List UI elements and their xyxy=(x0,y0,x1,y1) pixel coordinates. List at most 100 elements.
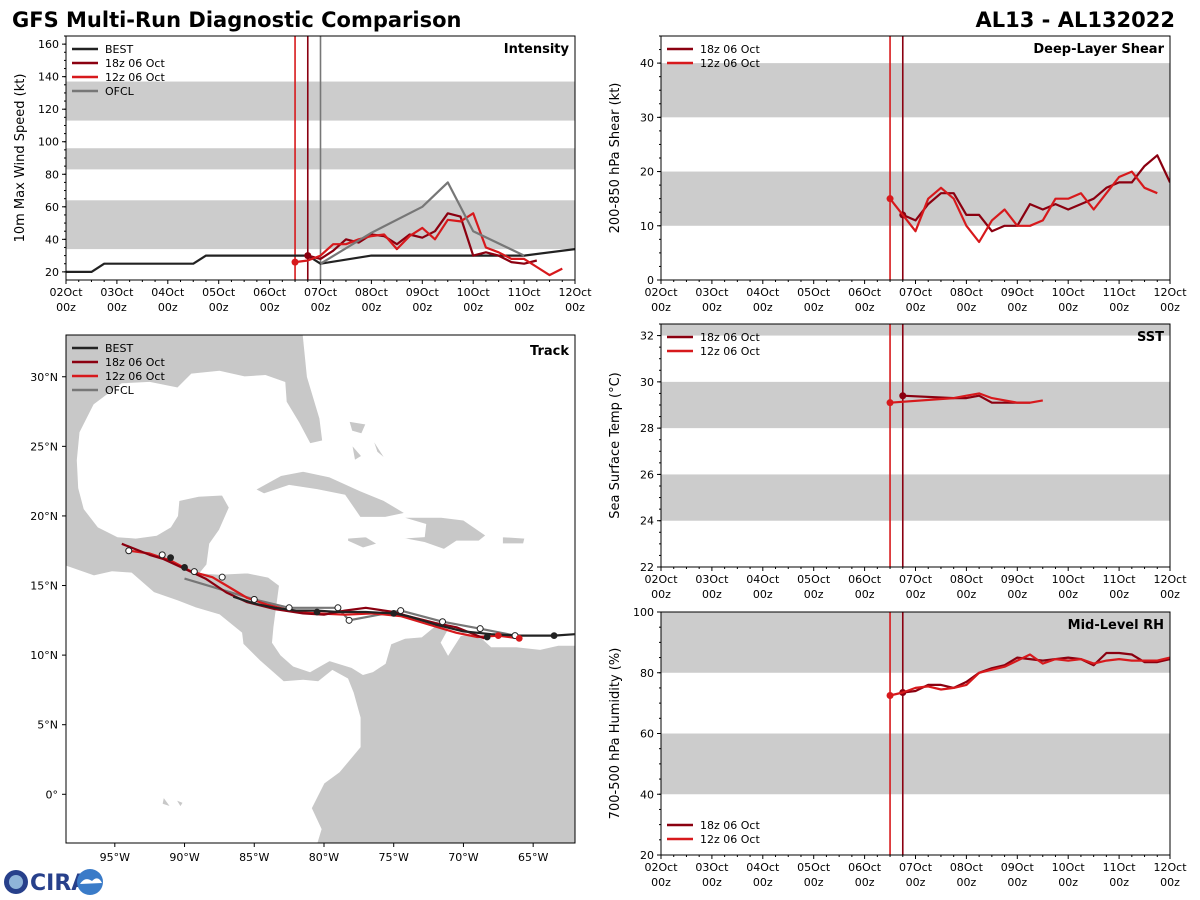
rh-ytick-label-2: 60 xyxy=(640,728,654,741)
intensity-xtick-sublabel-10: 00z xyxy=(565,301,585,314)
rh-legend-label-run18z: 18z 06 Oct xyxy=(700,819,760,832)
shear-xtick-sublabel-6: 00z xyxy=(957,301,977,314)
intensity-xtick-sublabel-5: 00z xyxy=(311,301,331,314)
rh-xtick-label-8: 10Oct xyxy=(1052,861,1086,874)
track-xtick-label-4: 75°W xyxy=(379,851,409,864)
intensity-legend-label-ofcl: OFCL xyxy=(105,85,135,98)
sst-title: SST xyxy=(1137,330,1164,345)
rh-xtick-sublabel-7: 00z xyxy=(1007,876,1027,889)
sst-xtick-label-10: 12Oct xyxy=(1153,573,1187,586)
sst-ylabel: Sea Surface Temp (°C) xyxy=(608,372,623,519)
intensity-xtick-sublabel-2: 00z xyxy=(158,301,178,314)
intensity-xtick-label-9: 11Oct xyxy=(508,286,542,299)
intensity-xtick-sublabel-8: 00z xyxy=(463,301,483,314)
track-legend-label-ofcl: OFCL xyxy=(105,384,135,397)
figure-title: GFS Multi-Run Diagnostic Comparison xyxy=(12,8,461,32)
shear-ytick-label-3: 30 xyxy=(640,111,654,124)
rh-xtick-sublabel-9: 00z xyxy=(1109,876,1129,889)
sst-xtick-sublabel-8: 00z xyxy=(1058,588,1078,601)
shear-xtick-label-7: 09Oct xyxy=(1001,286,1035,299)
rh-xtick-sublabel-8: 00z xyxy=(1058,876,1078,889)
shear-xtick-label-5: 07Oct xyxy=(899,286,933,299)
intensity-xtick-sublabel-7: 00z xyxy=(412,301,432,314)
rh-xtick-label-4: 06Oct xyxy=(848,861,882,874)
rh-xtick-sublabel-1: 00z xyxy=(702,876,722,889)
track-xtick-label-3: 80°W xyxy=(309,851,339,864)
sst-ytick-label-0: 22 xyxy=(640,561,654,574)
track-point-ofcl xyxy=(397,607,405,615)
rh-panel: 20 40 60 80 100 02Oct 00z 03Oct 00z 04Oct 00z 05Oct… xyxy=(608,606,1187,889)
sst-ytick-label-5: 32 xyxy=(640,330,654,343)
rh-ylabel: 700-500 hPa Humidity (%) xyxy=(608,648,623,820)
shear-xtick-label-2: 04Oct xyxy=(746,286,780,299)
intensity-xtick-label-8: 10Oct xyxy=(457,286,491,299)
land-galapagos-1 xyxy=(161,796,172,808)
cira-logo-cloud-shape xyxy=(80,878,102,884)
sst-xtick-sublabel-7: 00z xyxy=(1007,588,1027,601)
track-series-group xyxy=(121,542,575,642)
sst-band-0 xyxy=(661,474,1170,521)
shear-xtick-sublabel-9: 00z xyxy=(1109,301,1129,314)
intensity-xtick-sublabel-0: 00z xyxy=(56,301,76,314)
sst-ytick-label-4: 30 xyxy=(640,376,654,389)
sst-start-point-run12z xyxy=(886,399,894,407)
sst-ytick-label-3: 28 xyxy=(640,422,654,435)
track-legend-label-run18z: 18z 06 Oct xyxy=(105,356,165,369)
rh-xtick-label-3: 05Oct xyxy=(797,861,831,874)
shear-band-1 xyxy=(661,63,1170,118)
track-point-ofcl xyxy=(250,595,258,603)
shear-xtick-sublabel-8: 00z xyxy=(1058,301,1078,314)
land-mainland xyxy=(66,335,575,843)
intensity-xtick-sublabel-3: 00z xyxy=(209,301,229,314)
sst-xtick-sublabel-4: 00z xyxy=(855,588,875,601)
intensity-ytick-label-0: 20 xyxy=(45,266,59,279)
sst-xtick-sublabel-1: 00z xyxy=(702,588,722,601)
cira-logo-globe-inner xyxy=(9,875,23,889)
sst-xtick-sublabel-9: 00z xyxy=(1109,588,1129,601)
track-ytick-label-2: 10°N xyxy=(30,649,58,662)
sst-xtick-sublabel-5: 00z xyxy=(906,588,926,601)
shear-legend-label-run18z: 18z 06 Oct xyxy=(700,43,760,56)
track-legend-label-run12z: 12z 06 Oct xyxy=(105,370,165,383)
rh-band-0 xyxy=(661,733,1170,795)
rh-legend-label-run12z: 12z 06 Oct xyxy=(700,833,760,846)
shear-xtick-sublabel-3: 00z xyxy=(804,301,824,314)
sst-xtick-sublabel-3: 00z xyxy=(804,588,824,601)
sst-series-run12z xyxy=(889,392,1043,404)
intensity-ytick-label-1: 40 xyxy=(45,233,59,246)
sst-band-2 xyxy=(661,324,1170,336)
intensity-ytick-label-7: 160 xyxy=(38,38,59,51)
land-cuba xyxy=(254,470,406,518)
rh-ytick-label-3: 80 xyxy=(640,667,654,680)
intensity-xtick-label-0: 02Oct xyxy=(49,286,83,299)
track-point-best xyxy=(313,608,321,616)
shear-xtick-label-0: 02Oct xyxy=(644,286,678,299)
rh-xtick-label-2: 04Oct xyxy=(746,861,780,874)
track-xtick-label-5: 70°W xyxy=(448,851,478,864)
track-ytick-label-6: 30°N xyxy=(30,371,58,384)
intensity-xtick-label-2: 04Oct xyxy=(151,286,185,299)
shear-series-run12z xyxy=(889,170,1158,244)
intensity-xtick-label-3: 05Oct xyxy=(202,286,236,299)
track-point-ofcl xyxy=(476,625,484,633)
track-ytick-label-4: 20°N xyxy=(30,510,58,523)
intensity-series-best xyxy=(66,248,575,273)
shear-xtick-label-9: 11Oct xyxy=(1103,286,1137,299)
intensity-series-run18z xyxy=(307,212,538,265)
rh-xtick-sublabel-0: 00z xyxy=(651,876,671,889)
sst-start-point-run18z xyxy=(899,392,907,400)
shear-ytick-label-4: 40 xyxy=(640,57,654,70)
land-bahamas-3 xyxy=(372,439,386,460)
intensity-ytick-label-2: 60 xyxy=(45,201,59,214)
shear-xtick-sublabel-4: 00z xyxy=(855,301,875,314)
sst-xtick-label-8: 10Oct xyxy=(1052,573,1086,586)
shear-ytick-label-2: 20 xyxy=(640,166,654,179)
track-series-best xyxy=(232,595,575,637)
land-galapagos-2 xyxy=(175,799,184,808)
sst-xtick-sublabel-6: 00z xyxy=(957,588,977,601)
sst-frame xyxy=(660,323,1171,568)
track-xtick-label-6: 65°W xyxy=(518,851,548,864)
track-land-group xyxy=(66,335,575,843)
shear-xtick-sublabel-0: 00z xyxy=(651,301,671,314)
